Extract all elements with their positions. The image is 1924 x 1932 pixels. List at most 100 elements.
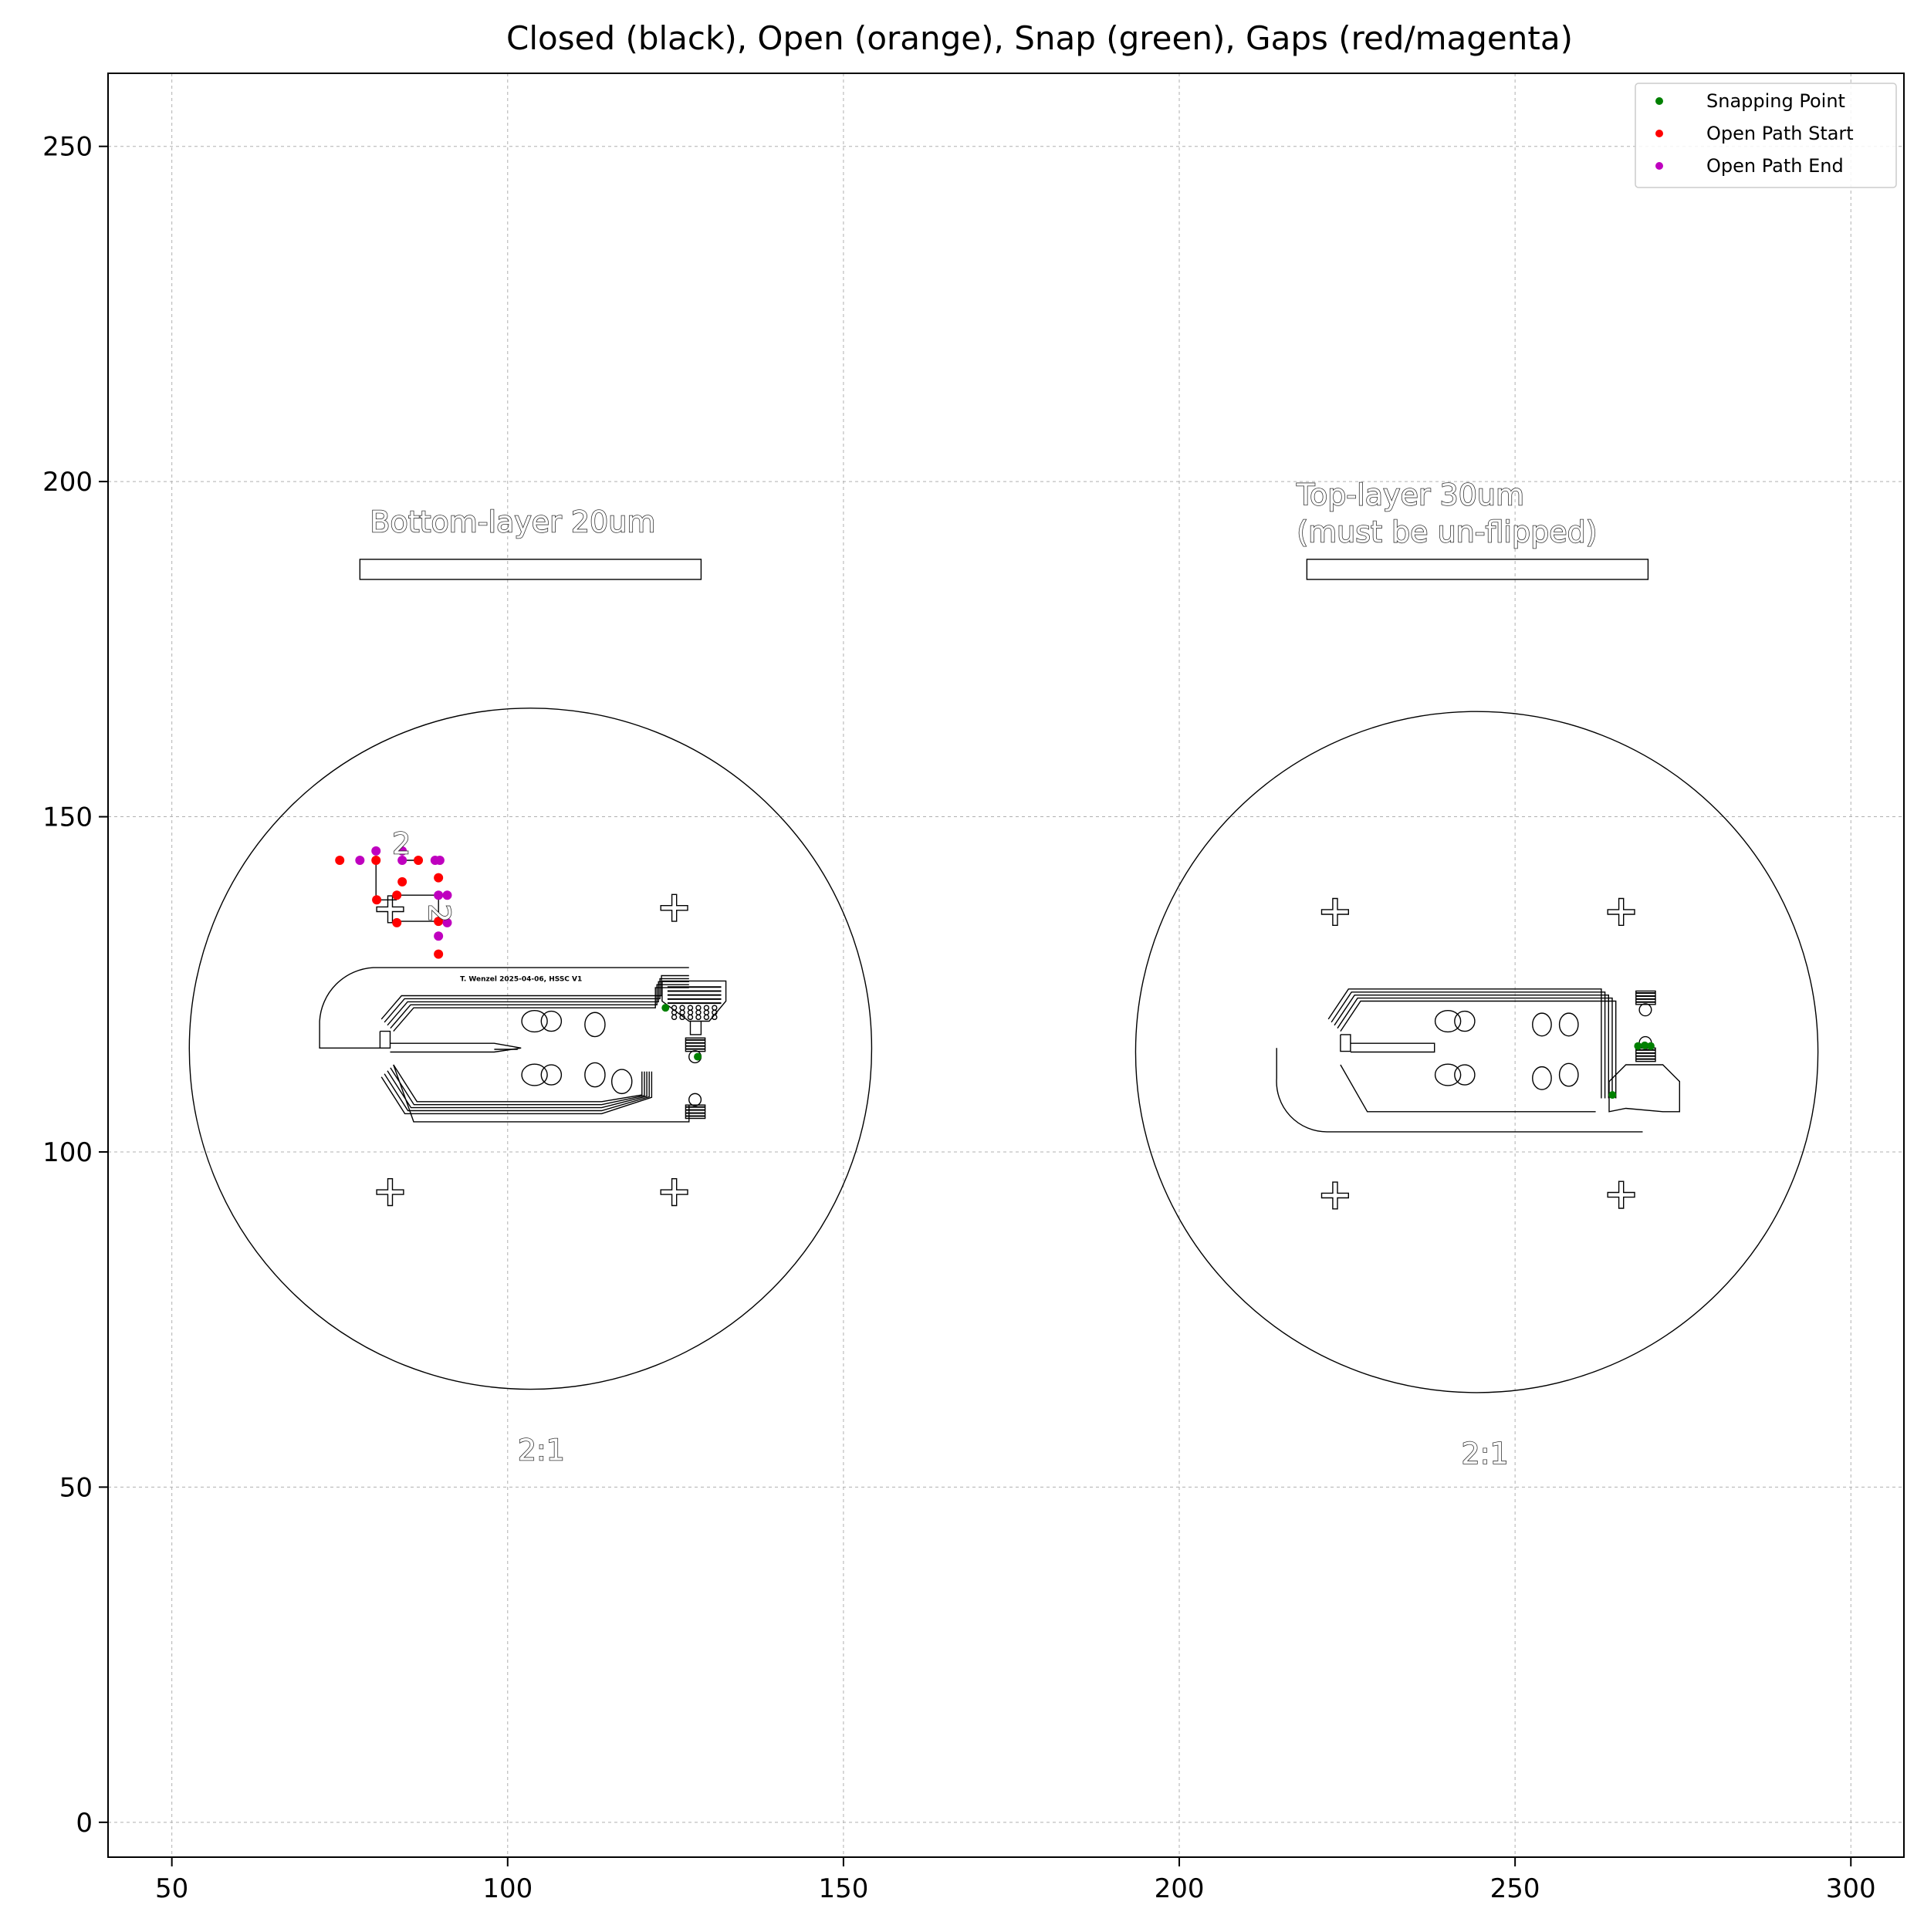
alignment-cross (1320, 1181, 1349, 1210)
pad-dot (712, 1014, 718, 1021)
pad-neck (689, 1021, 702, 1035)
electrode-lobe (540, 1064, 563, 1086)
annotation-text: 2:1 (518, 1434, 565, 1468)
open-path-end-point (397, 856, 407, 866)
lead-trace-lower (1340, 1064, 1596, 1113)
legend-label: Snapping Point (1706, 90, 1845, 112)
y-tick-label: 200 (42, 467, 93, 498)
bond-pad (685, 1104, 706, 1120)
x-tick-label: 250 (1490, 1873, 1540, 1904)
open-path-start-point (392, 890, 402, 900)
label-rectangle (1306, 559, 1649, 580)
alignment-cross (1607, 897, 1635, 926)
electrode-lobe (610, 1069, 633, 1095)
alignment-cross (1607, 1180, 1635, 1209)
y-tick-label: 250 (42, 132, 93, 163)
annotation-text: Top-layer 30um (1296, 478, 1524, 512)
open-path-end-point (397, 846, 407, 856)
pad-dot (703, 1014, 710, 1021)
needle-shank (390, 1042, 522, 1053)
open-path-start-point (392, 917, 402, 927)
open-path-end-point (442, 917, 452, 927)
alignment-cross (660, 893, 688, 922)
annotation-text: 2 (392, 826, 411, 860)
plot-frame (107, 73, 1905, 1858)
electrode-lobe (521, 1009, 548, 1033)
legend-marker (1655, 130, 1663, 137)
electrode-lobe (584, 1012, 606, 1038)
stem-block (379, 1030, 391, 1049)
lead-trace-upper (390, 984, 689, 1029)
connector-pad (661, 980, 727, 1022)
open-path-start-point (371, 856, 381, 866)
electrode-lobe (584, 1062, 606, 1088)
x-tick-label: 150 (818, 1873, 868, 1904)
electrode-lobe (1434, 1063, 1462, 1086)
point-markers (335, 846, 1655, 1099)
drawing-geometry (188, 559, 1819, 1393)
legend-marker (1655, 97, 1663, 105)
lead-trace-upper (1340, 1000, 1617, 1099)
open-path-start-point (414, 856, 424, 866)
wafer-circle (1134, 711, 1819, 1393)
legend-label: Open Path End (1706, 155, 1844, 177)
annotation-text: Bottom-layer 20um (370, 505, 655, 539)
pad-dot (687, 1014, 694, 1021)
y-tick-label: 50 (59, 1472, 93, 1503)
bond-loop (688, 1093, 702, 1106)
open-path-end-point (435, 856, 445, 866)
y-tick-label: 100 (42, 1137, 93, 1168)
electrode-lobe (521, 1063, 548, 1086)
x-tick-label: 50 (155, 1873, 188, 1904)
bond-pad (1635, 990, 1656, 1005)
snapping-point (661, 1004, 670, 1012)
snapping-point (1641, 1041, 1649, 1049)
snapping-point (1646, 1042, 1655, 1050)
lead-trace-lower (384, 1071, 650, 1112)
lead-trace-upper (384, 978, 689, 1023)
lead-trace-upper (1331, 991, 1606, 1099)
open-path-start-point (434, 949, 444, 959)
chart-title: Closed (black), Open (orange), Snap (gre… (506, 19, 1573, 57)
legend-marker (1655, 162, 1663, 170)
y-axis: 0 50 100 150 200 250 (42, 132, 108, 1839)
open-path-start-point (397, 876, 407, 887)
bond-loop (1638, 1003, 1652, 1017)
needle-shank (1350, 1042, 1435, 1053)
annotation-text: 2:1 (1462, 1437, 1509, 1471)
annotation-text: 2 (422, 904, 456, 923)
electrode-lobe (1532, 1012, 1552, 1037)
wafer-circle (188, 708, 873, 1390)
lead-trace-upper (1337, 997, 1613, 1099)
lead-trace-lower (380, 1071, 653, 1115)
open-path-start-point (372, 895, 382, 905)
electrode-lobe (1558, 1012, 1579, 1037)
x-tick-label: 300 (1826, 1873, 1876, 1904)
lead-trace-upper (1327, 988, 1602, 1099)
top-layer-chip (1276, 988, 1680, 1133)
alignment-cross (660, 1178, 688, 1207)
x-tick-label: 100 (482, 1873, 533, 1904)
legend-label: Open Path Start (1706, 123, 1854, 144)
annotation-text: T. Wenzel 2025-04-06, HSSC V1 (460, 975, 582, 983)
annotation-text: (must be un-flipped) (1297, 515, 1597, 549)
label-rectangle (359, 559, 702, 580)
snapping-point (1608, 1091, 1617, 1099)
open-path-start-point (434, 873, 444, 883)
electrode-lobe (1454, 1010, 1476, 1032)
open-path-end-point (442, 890, 452, 900)
open-path-start-point (335, 856, 345, 866)
pad-dot (671, 1014, 678, 1021)
connector-pad (1608, 1064, 1680, 1113)
chip-handle (1276, 1048, 1643, 1133)
chip-handle (319, 967, 689, 1049)
snapping-point (1634, 1042, 1642, 1050)
open-path-end-point (355, 856, 365, 866)
lead-trace-upper (380, 974, 689, 1020)
legend-box (1635, 83, 1897, 188)
x-tick-label: 200 (1155, 1873, 1205, 1904)
electrode-lobe (1434, 1009, 1462, 1033)
annotations: Bottom-layer 20um Top-layer 30um(must be … (370, 478, 1598, 1471)
lead-trace-lower (393, 1064, 643, 1103)
